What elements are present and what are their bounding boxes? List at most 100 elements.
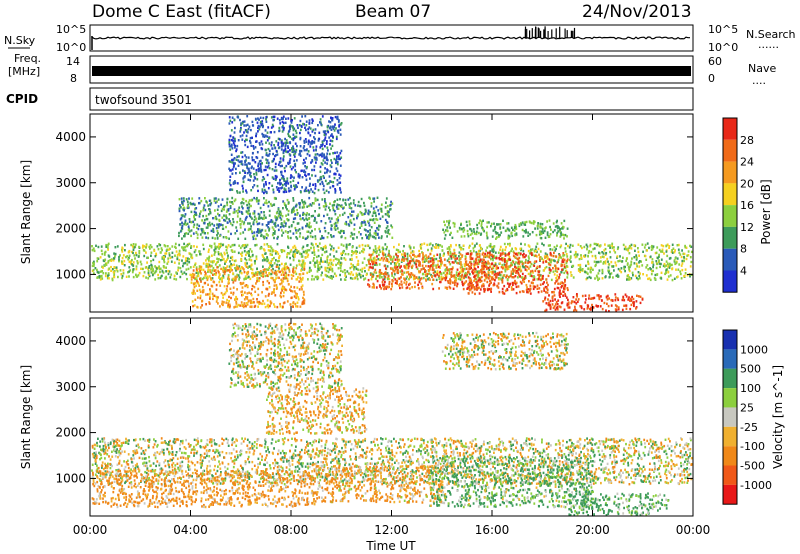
heatmap-cell <box>660 277 663 280</box>
heatmap-cell <box>227 256 229 260</box>
heatmap-cell <box>378 276 381 279</box>
heatmap-cell <box>251 165 253 168</box>
heatmap-cell <box>258 213 261 216</box>
heatmap-cell <box>255 171 258 174</box>
heatmap-cell <box>196 275 199 278</box>
heatmap-cell <box>311 130 314 133</box>
heatmap-cell <box>272 115 275 119</box>
heatmap-cell <box>209 297 211 300</box>
heatmap-cell <box>228 213 231 216</box>
heatmap-cell <box>255 200 258 203</box>
heatmap-cell <box>308 269 311 272</box>
heatmap-cell <box>121 250 124 253</box>
heatmap-cell <box>214 269 217 272</box>
heatmap-cell <box>369 256 372 259</box>
heatmap-cell <box>301 115 303 118</box>
heatmap-cell <box>225 245 227 248</box>
heatmap-cell <box>619 259 621 263</box>
heatmap-cell <box>289 230 292 233</box>
heatmap-cell <box>223 267 226 270</box>
heatmap-cell <box>449 263 452 266</box>
heatmap-cell <box>465 252 468 255</box>
heatmap-cell <box>290 121 293 124</box>
heatmap-cell <box>469 266 471 269</box>
heatmap-cell <box>432 261 435 264</box>
heatmap-cell <box>282 207 284 210</box>
heatmap-cell <box>244 228 246 231</box>
heatmap-cell <box>683 255 685 259</box>
heatmap-cell <box>188 227 190 230</box>
heatmap-cell <box>285 117 287 120</box>
heatmap-cell <box>539 283 542 286</box>
heatmap-cell <box>557 258 560 262</box>
heatmap-cell <box>259 163 262 166</box>
heatmap-cell <box>633 262 636 265</box>
heatmap-cell <box>221 198 224 201</box>
heatmap-cell <box>257 189 259 193</box>
heatmap-cell <box>210 244 213 248</box>
heatmap-cell <box>413 274 416 277</box>
heatmap-cell <box>366 244 369 247</box>
heatmap-cell <box>444 273 447 277</box>
heatmap-cell <box>369 266 372 269</box>
heatmap-cell <box>457 277 460 281</box>
heatmap-cell <box>178 207 181 210</box>
heatmap-cell <box>399 286 401 290</box>
heatmap-cell <box>475 251 478 254</box>
heatmap-cell <box>597 243 599 246</box>
heatmap-cell <box>229 179 231 182</box>
heatmap-cell <box>336 155 338 158</box>
heatmap-cell <box>287 117 290 120</box>
heatmap-cell <box>474 244 476 247</box>
heatmap-cell <box>478 258 480 262</box>
heatmap-cell <box>98 276 101 279</box>
heatmap-cell <box>412 250 415 253</box>
heatmap-cell <box>656 262 658 266</box>
heatmap-cell <box>282 142 285 145</box>
heatmap-cell <box>655 251 658 254</box>
heatmap-cell <box>309 203 312 206</box>
heatmap-cell <box>340 149 343 153</box>
heatmap-cell <box>170 273 173 276</box>
heatmap-cell <box>667 275 670 278</box>
heatmap-cell <box>470 266 472 270</box>
heatmap-cell <box>448 269 450 272</box>
heatmap-cell <box>297 126 299 129</box>
heatmap-cell <box>284 183 286 186</box>
heatmap-cell <box>453 252 456 255</box>
heatmap-cell <box>552 267 554 270</box>
heatmap-cell <box>646 242 649 245</box>
heatmap-cell <box>186 244 189 248</box>
heatmap-cell <box>289 180 292 184</box>
heatmap-cell <box>200 272 202 275</box>
heatmap-cell <box>99 256 102 259</box>
heatmap-cell <box>193 282 196 286</box>
heatmap-cell <box>233 146 236 149</box>
heatmap-cell <box>283 179 286 182</box>
heatmap-cell <box>277 269 280 273</box>
heatmap-cell <box>188 252 191 255</box>
heatmap-cell <box>217 269 220 273</box>
heatmap-cell <box>400 269 403 272</box>
heatmap-cell <box>314 235 317 238</box>
heatmap-cell <box>396 258 399 261</box>
freq-panel: Freq. [MHz] 14 8 60 0 Nave .... <box>8 52 776 87</box>
heatmap-cell <box>497 251 500 254</box>
heatmap-cell <box>587 262 590 265</box>
heatmap-cell <box>298 176 301 179</box>
heatmap-cell <box>336 179 339 182</box>
heatmap-cell <box>199 296 202 300</box>
heatmap-cell <box>249 222 251 225</box>
heatmap-cell <box>305 217 308 220</box>
heatmap-cell <box>500 266 503 269</box>
heatmap-cell <box>246 262 248 265</box>
heatmap-cell <box>242 202 245 205</box>
heatmap-cell <box>300 269 302 272</box>
heatmap-cell <box>263 185 265 188</box>
heatmap-cell <box>665 250 668 253</box>
freq-label: Freq. <box>14 52 41 65</box>
heatmap-cell <box>107 243 109 247</box>
heatmap-cell <box>262 275 264 278</box>
heatmap-cell <box>199 210 202 213</box>
heatmap-cell <box>355 272 358 275</box>
